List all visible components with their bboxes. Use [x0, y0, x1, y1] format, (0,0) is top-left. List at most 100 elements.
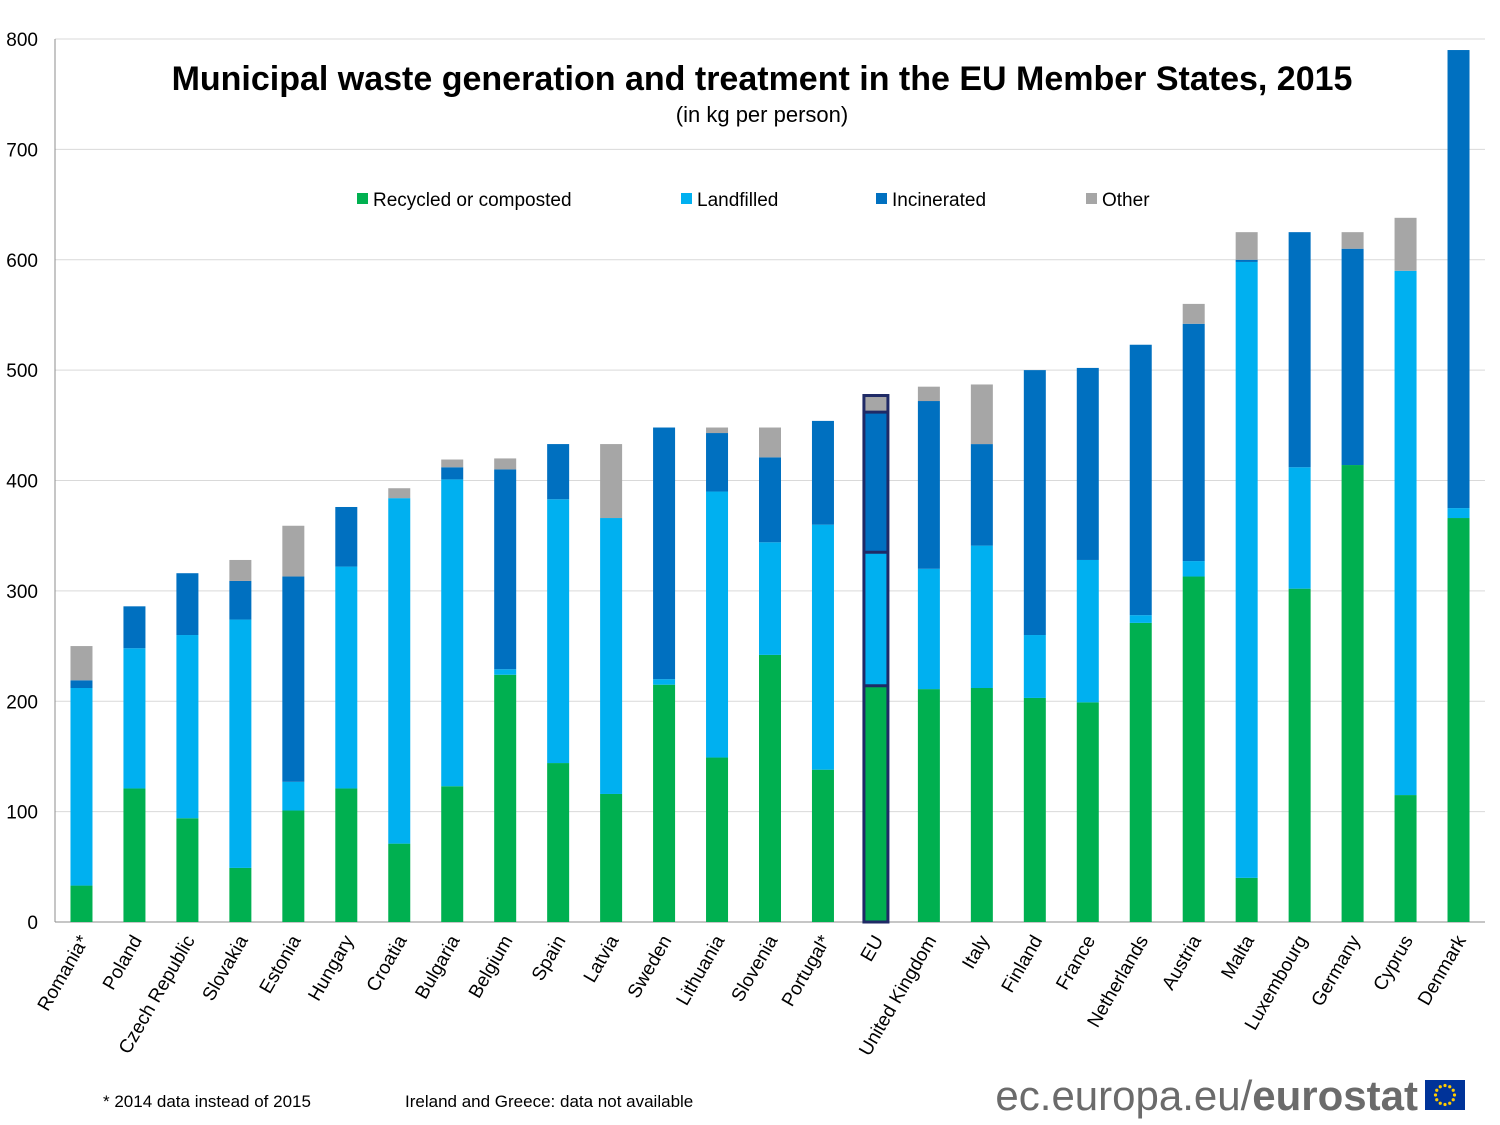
bar-segment: [706, 757, 729, 922]
eu-star: [1448, 1101, 1452, 1105]
bar-segment: [123, 788, 146, 922]
x-tick-label: Bulgaria: [412, 932, 465, 1003]
bar-segment: [864, 552, 887, 686]
chart-title: Municipal waste generation and treatment…: [172, 60, 1353, 98]
bar-segment: [1394, 217, 1417, 271]
bar-segment: [1023, 635, 1046, 698]
x-tick-label: Poland: [99, 932, 147, 994]
bar-segment: [759, 427, 781, 458]
x-tick-label: Croatia: [363, 932, 412, 996]
eu-star: [1451, 1088, 1455, 1092]
eu-star: [1435, 1088, 1439, 1092]
y-tick-label: 0: [27, 913, 38, 934]
x-tick-label: Lithuania: [673, 932, 730, 1010]
bar-segment: [1076, 702, 1099, 922]
eu-star: [1452, 1093, 1457, 1097]
footnote-data-not-available: Ireland and Greece: data not available: [405, 1092, 693, 1111]
x-tick-label: Finland: [998, 932, 1047, 996]
x-tick-label: Cyprus: [1370, 932, 1418, 995]
y-tick-label: 800: [6, 30, 38, 51]
bar-segment: [970, 444, 993, 546]
bar-segment: [706, 427, 729, 434]
bar-segment: [70, 885, 93, 922]
x-tick-label: Belgium: [465, 932, 518, 1002]
bar-segment: [706, 491, 729, 758]
bar-segment: [123, 606, 146, 649]
bar-segment: [441, 459, 464, 468]
bar-segment: [1076, 559, 1099, 703]
bar-segment: [1235, 232, 1258, 260]
bar-segment: [1129, 622, 1152, 922]
bar-segment: [282, 810, 305, 922]
svg-text:ec.europa.eu/eurostat: ec.europa.eu/eurostat: [995, 1072, 1418, 1119]
bar-segment: [1023, 370, 1046, 636]
bar-segment: [282, 525, 305, 577]
bar-segment: [1076, 367, 1099, 560]
bar-segment: [917, 689, 940, 922]
legend-swatch: [1086, 193, 1097, 204]
bar-segment: [229, 867, 252, 922]
x-tick-label: Slovakia: [199, 932, 253, 1005]
x-tick-label: Latvia: [580, 932, 624, 987]
bar-segment: [1447, 508, 1470, 519]
bar-segment: [70, 646, 93, 681]
footnote-2014-data: * 2014 data instead of 2015: [103, 1092, 311, 1111]
bar-segment: [1023, 697, 1046, 922]
bar-segment: [547, 444, 570, 500]
eu-star: [1438, 1101, 1442, 1105]
y-tick-label: 200: [6, 692, 38, 713]
bar-segment: [70, 680, 93, 689]
bar-segment: [706, 433, 729, 492]
bar-segment: [1182, 576, 1205, 922]
bar-segment: [811, 769, 834, 922]
eu-star: [1443, 1102, 1447, 1107]
bar-segment: [1182, 303, 1205, 324]
bar-segment: [441, 467, 464, 480]
x-tick-label: Malta: [1218, 932, 1260, 983]
bar-segment: [494, 674, 517, 922]
bar-segment: [494, 669, 517, 675]
bar-segment: [229, 619, 252, 868]
bar-segment: [388, 843, 411, 922]
bar-segment: [811, 420, 834, 525]
x-tick-label: Estonia: [256, 932, 306, 998]
x-tick-label: Romania*: [34, 931, 94, 1014]
bar-segment: [494, 469, 517, 670]
x-tick-label: Denmark: [1414, 932, 1471, 1010]
eu-star: [1433, 1093, 1438, 1097]
bar-segment: [759, 542, 781, 655]
legend-label: Recycled or composted: [373, 190, 572, 211]
x-tick-label: Italy: [959, 932, 995, 973]
eu-star: [1451, 1098, 1455, 1102]
legend: Recycled or composted Landfilled Incinerat…: [357, 190, 1150, 211]
bar-segment: [1447, 50, 1470, 509]
legend-swatch: [357, 193, 368, 204]
bar-segment: [811, 524, 834, 770]
bar-segment: [759, 457, 781, 543]
bar-segment: [1341, 248, 1364, 466]
legend-swatch: [876, 193, 887, 204]
bar-segment: [653, 679, 676, 685]
bar-segment: [864, 685, 887, 922]
bar-segment: [547, 499, 570, 764]
eurostat-logo: ec.europa.eu/eurostat: [995, 1072, 1465, 1119]
x-tick-label: Hungary: [305, 932, 359, 1005]
chart-subtitle: (in kg per person): [676, 102, 848, 127]
bar-segment: [864, 395, 887, 413]
bar-segment: [229, 559, 252, 581]
bar-segment: [1129, 615, 1152, 623]
legend-label: Other: [1102, 190, 1150, 211]
x-tick-label: EU: [857, 932, 888, 965]
bar-segment: [547, 763, 570, 922]
bar-segment: [388, 498, 411, 844]
bar-segment: [864, 412, 887, 553]
bar-segment: [335, 506, 358, 567]
bar-segment: [335, 566, 358, 789]
bar-segment: [1129, 344, 1152, 616]
bar-segment: [970, 545, 993, 689]
bar-segment: [1235, 261, 1258, 878]
bar-segment: [1182, 561, 1205, 577]
bar-segment: [176, 573, 199, 636]
